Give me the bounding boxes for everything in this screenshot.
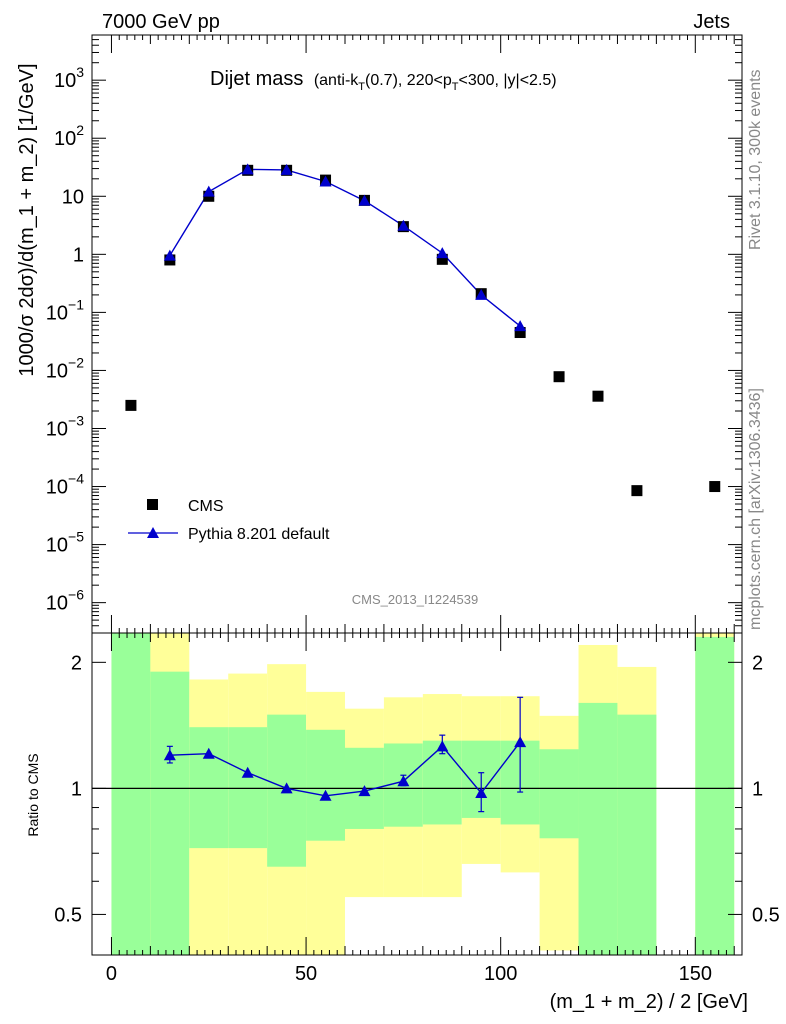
pythia-data-point [319,175,332,187]
ratio-band-inner [578,702,618,955]
main-y-tick-label: 1 [73,244,84,266]
ratio-data-point [319,789,332,801]
ratio-data-point [280,782,293,794]
pythia-data-point [163,249,176,261]
ratio-band-inner [695,636,735,955]
ratio-plot-frame [91,632,743,956]
ratio-y-tick-label-right: 2 [752,652,763,674]
ratio-data-point [163,749,176,761]
ratio-y-tick-label-left: 1 [71,778,82,800]
main-y-axis-label: 1000/σ 2dσ)/d(m_1 + m_2) [1/GeV] [16,63,38,376]
main-y-tick-label: 10 [62,186,84,208]
main-y-tick-label: 10−4 [46,471,84,499]
main-y-tick-label: 10−5 [46,529,84,557]
ratio-data-point [436,740,449,752]
main-y-tick-label: 102 [54,122,84,150]
subtitle-sub-t: T [358,81,365,93]
ratio-data-point [241,766,254,778]
legend-pythia-marker [147,527,159,538]
main-y-tick-label: 10−1 [46,296,84,324]
ratio-band-inner [422,740,462,825]
pythia-data-point [202,185,215,197]
main-y-tick-label: 10−2 [46,354,84,382]
pythia-data-point [436,247,449,259]
x-tick-label: 150 [679,963,712,985]
chart-title: Dijet mass [210,68,303,90]
pythia-data-point [397,219,410,231]
ratio-y-tick-label-left: 0.5 [54,904,82,926]
ratio-data-point [358,785,371,797]
ratio-y-tick-label-right: 1 [752,778,763,800]
legend-pythia-label: Pythia 8.201 default [188,526,330,543]
x-ticks: 0 50 100 150 [106,35,735,985]
mcplots-label: mcplots.cern.ch [arXiv:1306.3436] [747,388,764,630]
subtitle-sub-t2: T [452,81,459,93]
cms-data-point [709,481,721,493]
ratio-plot-area: 0 50 100 150 0.5 0.5 1 1 2 2 [54,35,780,985]
main-y-ticks: 10−6 10−5 10−4 10−3 10−2 10−1 1 10 102 103 [46,34,742,634]
ratio-band-inner [306,729,345,841]
pythia-data-point [358,194,371,206]
pythia-data-point [475,288,488,300]
main-y-tick-label: 103 [54,64,84,92]
subtitle-mid: (0.7), 220<p [365,72,452,89]
cms-data-point [592,390,604,402]
cms-data-point [436,253,448,265]
ratio-band-inner [150,671,190,955]
legend-cms-marker [147,499,158,510]
cms-data-point [514,327,526,339]
main-plot-area: 10−6 10−5 10−4 10−3 10−2 10−1 1 10 102 103 [46,34,743,634]
main-y-tick-label: 10−6 [46,587,84,615]
ratio-y-axis-label: Ratio to CMS [25,753,41,836]
legend: CMS Pythia 8.201 default [128,498,330,543]
ratio-bands [111,633,735,955]
ratio-y-tick-label-right: 0.5 [752,904,780,926]
analysis-watermark: CMS_2013_I1224539 [352,592,479,607]
ratio-data-point [514,736,527,748]
ratio-band-inner [617,714,657,955]
ratio-series-line [169,741,521,797]
ratio-band-inner [539,749,579,839]
chart-title-line: Dijet mass (anti-kT(0.7), 220<pT<300, |y… [210,68,557,93]
cms-data-point [631,485,643,497]
rivet-label: Rivet 3.1.10, 300k events [747,69,764,250]
ratio-data-point [475,786,488,798]
pythia-data-point [280,163,293,175]
header-left-label: 7000 GeV pp [102,11,220,33]
ratio-data-point [202,747,215,759]
subtitle-close: <300, |y|<2.5) [458,72,556,89]
header-right-label: Jets [693,11,730,33]
ratio-band-inner [228,727,268,849]
legend-cms-label: CMS [188,498,224,515]
ratio-data-point [397,775,410,787]
main-y-tick-label: 10−3 [46,412,84,440]
x-tick-label: 0 [106,963,117,985]
pythia-data-point [241,163,254,175]
x-axis-label: (m_1 + m_2) / 2 [GeV] [550,991,748,1013]
ratio-y-ticks: 0.5 0.5 1 1 2 2 [54,652,780,956]
x-tick-label: 100 [484,963,517,985]
cms-data-point [553,371,565,383]
ratio-band-inner [111,633,151,955]
main-plot-frame [91,34,743,634]
ratio-y-tick-label-left: 2 [71,652,82,674]
subtitle-open: (anti-k [314,72,359,89]
ratio-band-inner [189,727,229,849]
pythia-data-point [514,320,527,332]
x-tick-label: 50 [295,963,317,985]
cms-data-point [125,399,137,411]
pythia-series-line [169,168,521,327]
